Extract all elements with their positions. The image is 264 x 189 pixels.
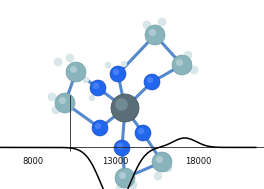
Ellipse shape — [117, 143, 123, 149]
Ellipse shape — [156, 156, 163, 163]
Ellipse shape — [158, 18, 166, 26]
Ellipse shape — [154, 172, 162, 180]
Ellipse shape — [135, 125, 151, 141]
Ellipse shape — [143, 21, 151, 29]
Ellipse shape — [92, 120, 108, 136]
Ellipse shape — [176, 59, 183, 66]
Ellipse shape — [54, 58, 62, 66]
Ellipse shape — [116, 184, 124, 189]
Ellipse shape — [184, 51, 192, 59]
Text: 13000: 13000 — [102, 157, 129, 166]
Ellipse shape — [48, 93, 56, 101]
Ellipse shape — [66, 54, 74, 62]
Ellipse shape — [172, 55, 192, 75]
Text: 8000: 8000 — [22, 157, 44, 166]
Ellipse shape — [110, 66, 126, 82]
Ellipse shape — [138, 128, 144, 134]
Ellipse shape — [113, 69, 119, 75]
Ellipse shape — [129, 181, 137, 189]
Ellipse shape — [83, 77, 89, 83]
Ellipse shape — [190, 66, 198, 74]
Ellipse shape — [147, 77, 153, 83]
Ellipse shape — [90, 80, 106, 96]
Ellipse shape — [55, 93, 75, 113]
Ellipse shape — [121, 61, 127, 67]
Ellipse shape — [115, 98, 128, 111]
Ellipse shape — [70, 66, 77, 73]
Ellipse shape — [115, 168, 135, 188]
Ellipse shape — [164, 164, 172, 172]
Ellipse shape — [114, 140, 130, 156]
Text: 18000: 18000 — [185, 157, 211, 166]
Ellipse shape — [52, 106, 60, 114]
Ellipse shape — [93, 83, 99, 89]
Ellipse shape — [145, 25, 165, 45]
Ellipse shape — [152, 152, 172, 172]
Ellipse shape — [111, 94, 139, 122]
Ellipse shape — [144, 74, 160, 90]
Ellipse shape — [89, 95, 95, 101]
Ellipse shape — [95, 123, 101, 129]
Ellipse shape — [119, 172, 126, 179]
Ellipse shape — [66, 62, 86, 82]
Ellipse shape — [149, 29, 156, 36]
Ellipse shape — [105, 62, 111, 68]
Ellipse shape — [59, 97, 66, 104]
